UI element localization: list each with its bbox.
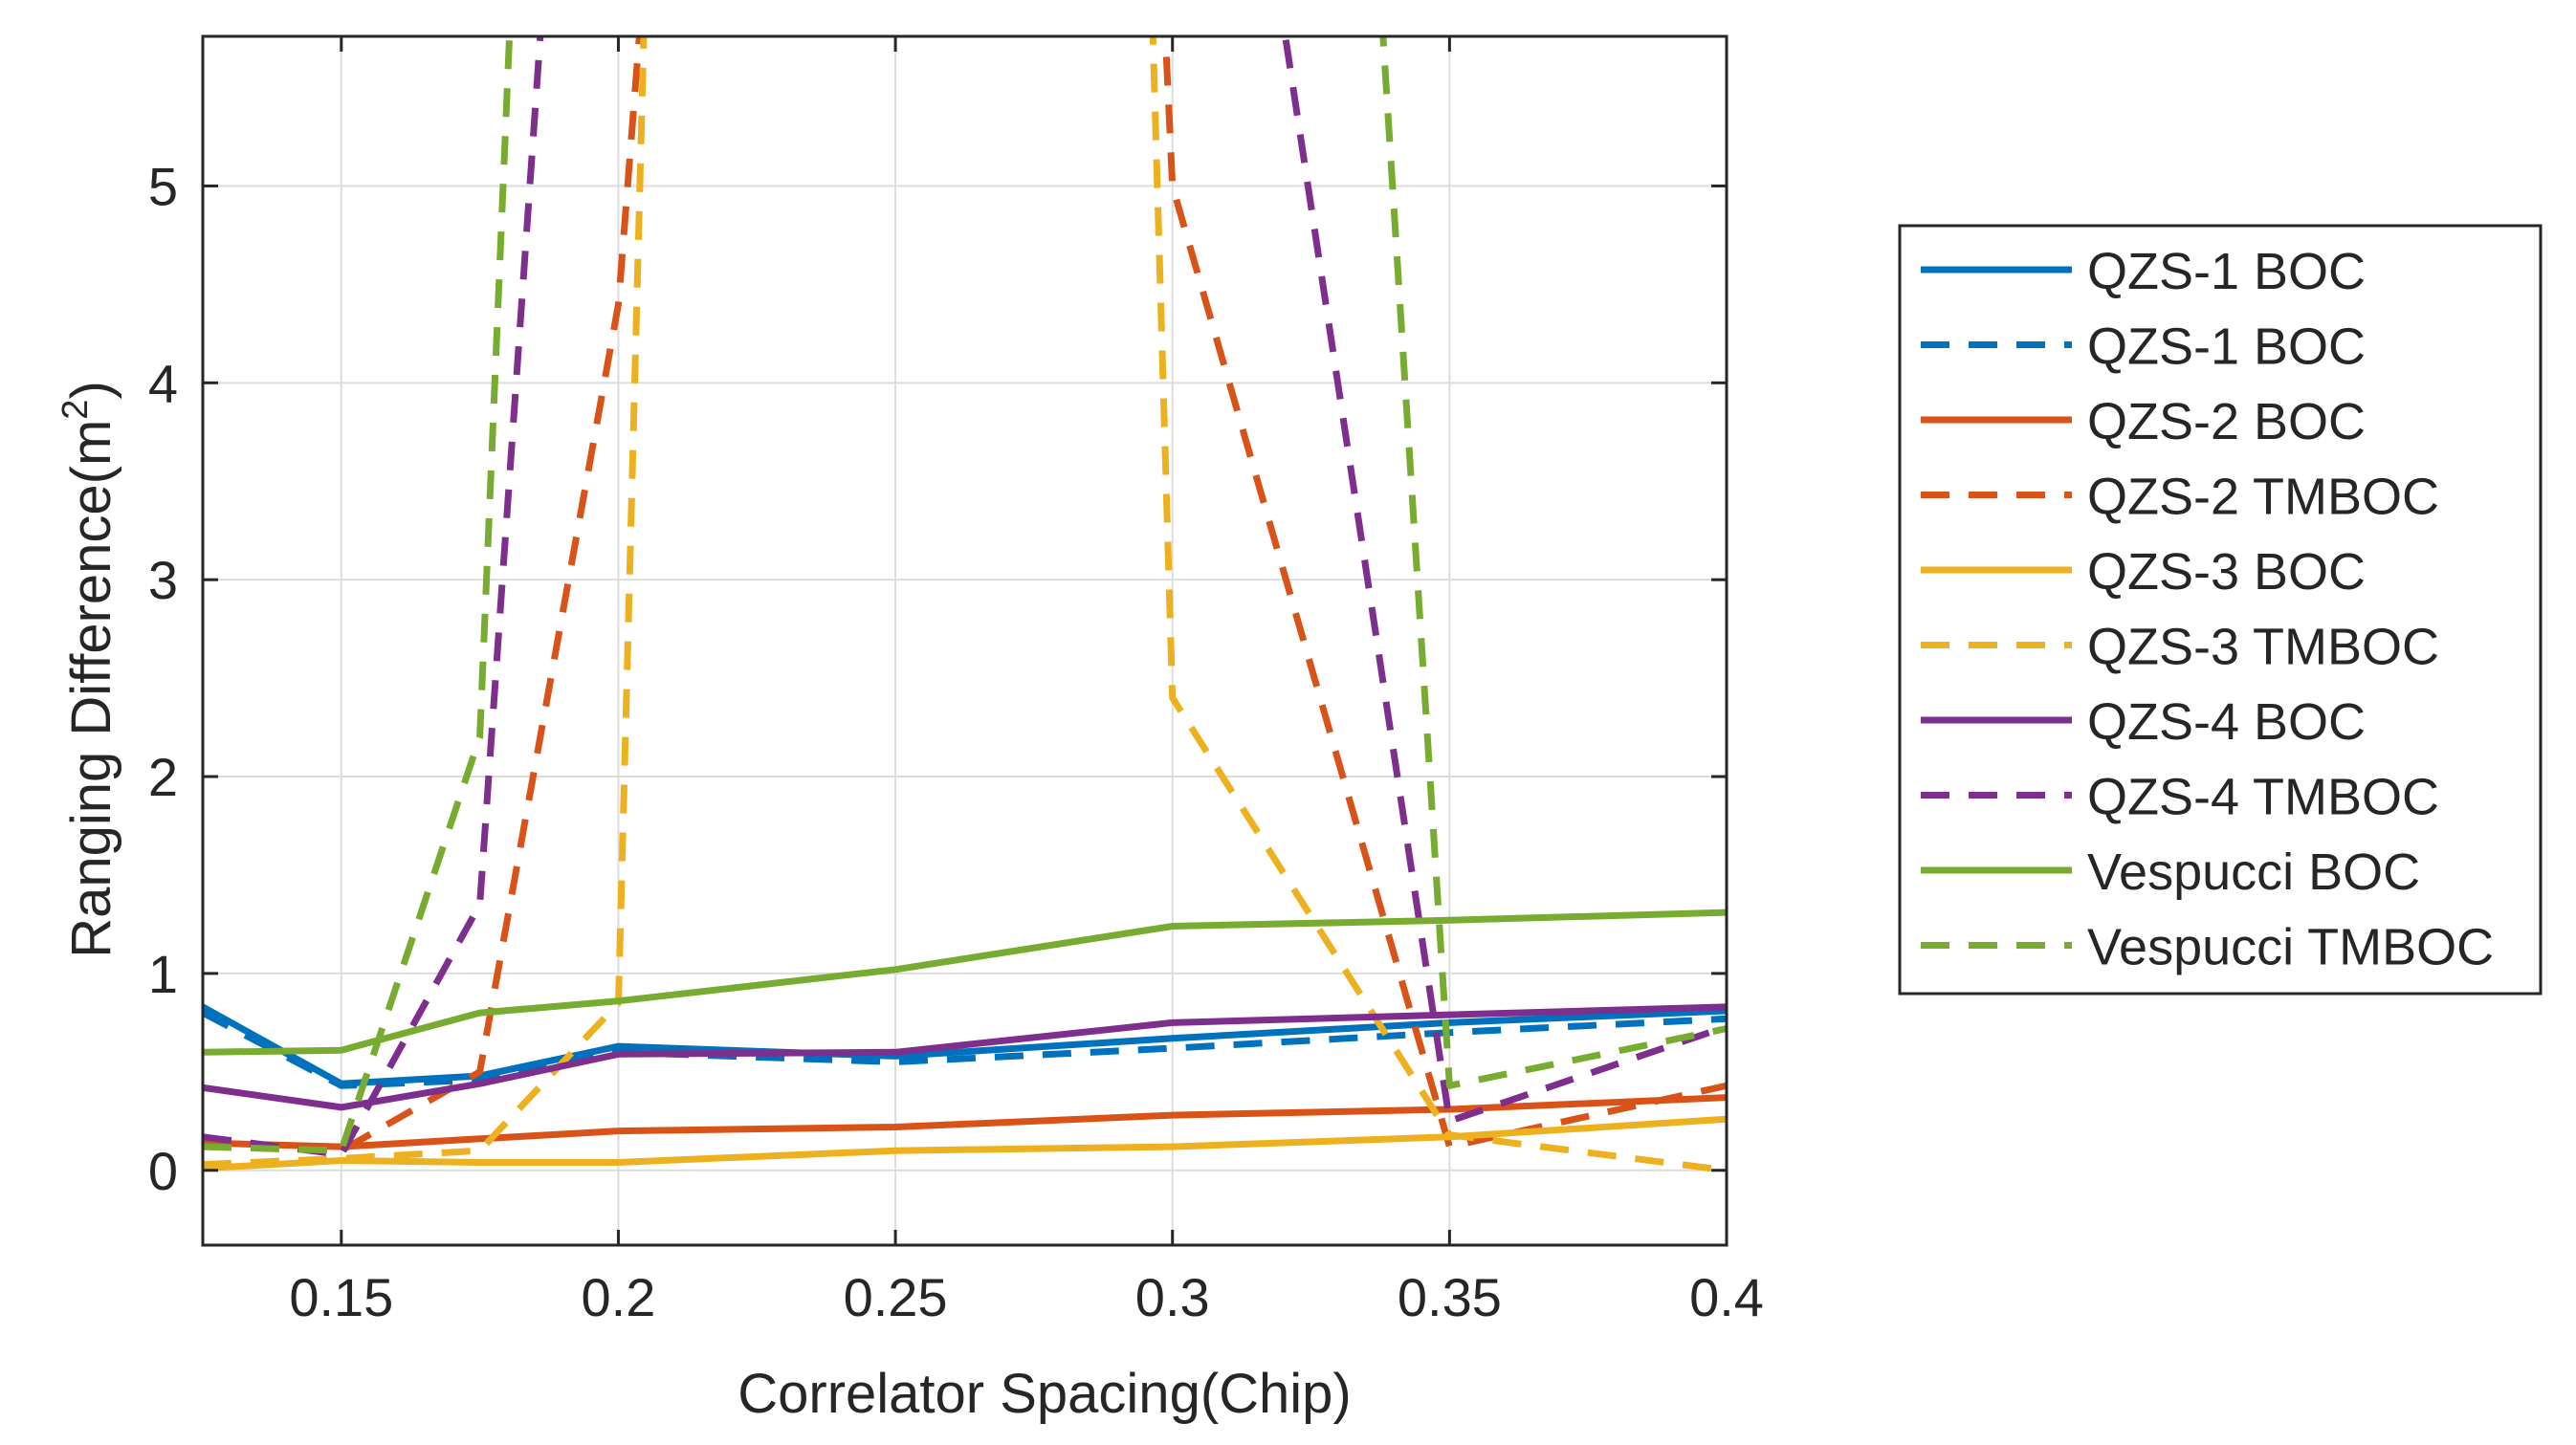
- series-line-qzs-4-boc-solid: [203, 1003, 1727, 1111]
- plot-background: [203, 36, 1727, 1245]
- series-line-vespucci-tmboc-dashed: [203, 36, 1727, 1154]
- series-line-qzs-2-tmboc-dashed: [203, 36, 1727, 1154]
- y-axis-label-main: Ranging Difference(m: [60, 420, 122, 958]
- y-axis-label-superscript: 2: [55, 400, 96, 420]
- legend-label: QZS-2 BOC: [2087, 393, 2366, 450]
- series-lines: [203, 36, 1727, 1174]
- y-tick-label: 0: [148, 1141, 178, 1201]
- x-tick-label: 0.4: [1689, 1267, 1764, 1327]
- y-axis-label-close: ): [60, 381, 122, 399]
- legend-label: QZS-3 TMBOC: [2087, 619, 2439, 676]
- legend-label: QZS-1 BOC: [2087, 318, 2366, 376]
- y-tick-label: 1: [148, 944, 178, 1004]
- x-tick-label: 0.15: [289, 1267, 393, 1327]
- x-tick-label: 0.2: [582, 1267, 656, 1327]
- legend-label: QZS-4 TMBOC: [2087, 769, 2439, 826]
- x-tick-label: 0.25: [844, 1267, 948, 1327]
- legend-label: QZS-1 BOC: [2087, 243, 2366, 300]
- series-line-qzs-3-boc-solid: [203, 1115, 1727, 1172]
- series-line-qzs-2-boc-solid: [203, 1094, 1727, 1150]
- series-line-qzs-3-tmboc-dashed: [203, 36, 1727, 1174]
- y-tick-label: 3: [148, 550, 178, 610]
- legend-label: QZS-3 BOC: [2087, 543, 2366, 601]
- x-tick-label: 0.3: [1135, 1267, 1210, 1327]
- x-tick-label: 0.35: [1398, 1267, 1502, 1327]
- y-axis-label: Ranging Difference(m2): [55, 381, 122, 958]
- legend-label: Vespucci BOC: [2087, 843, 2420, 901]
- series-line-vespucci-boc-solid: [203, 909, 1727, 1056]
- legend-label: Vespucci TMBOC: [2087, 919, 2494, 976]
- legend-box: [1898, 224, 2543, 996]
- y-tick-label: 2: [148, 747, 178, 807]
- legend-label: QZS-2 TMBOC: [2087, 469, 2439, 526]
- plot-frame: [201, 34, 1728, 1247]
- series-line-qzs-1-boc-dashed: [203, 1010, 1727, 1089]
- x-axis-label: Correlator Spacing(Chip): [738, 1363, 1351, 1425]
- y-tick-label: 4: [148, 353, 178, 413]
- y-tick-label: 5: [148, 156, 178, 216]
- axis-ticks: 0.15 0.2 0.25 0.3 0.35 0.4 0 1 2 3 4 5: [148, 36, 1764, 1327]
- legend: QZS-1 BOC QZS-1 BOC QZS-2 BOC QZS-2 TMBOC QZ…: [1898, 224, 2543, 996]
- legend-label: QZS-4 BOC: [2087, 693, 2366, 751]
